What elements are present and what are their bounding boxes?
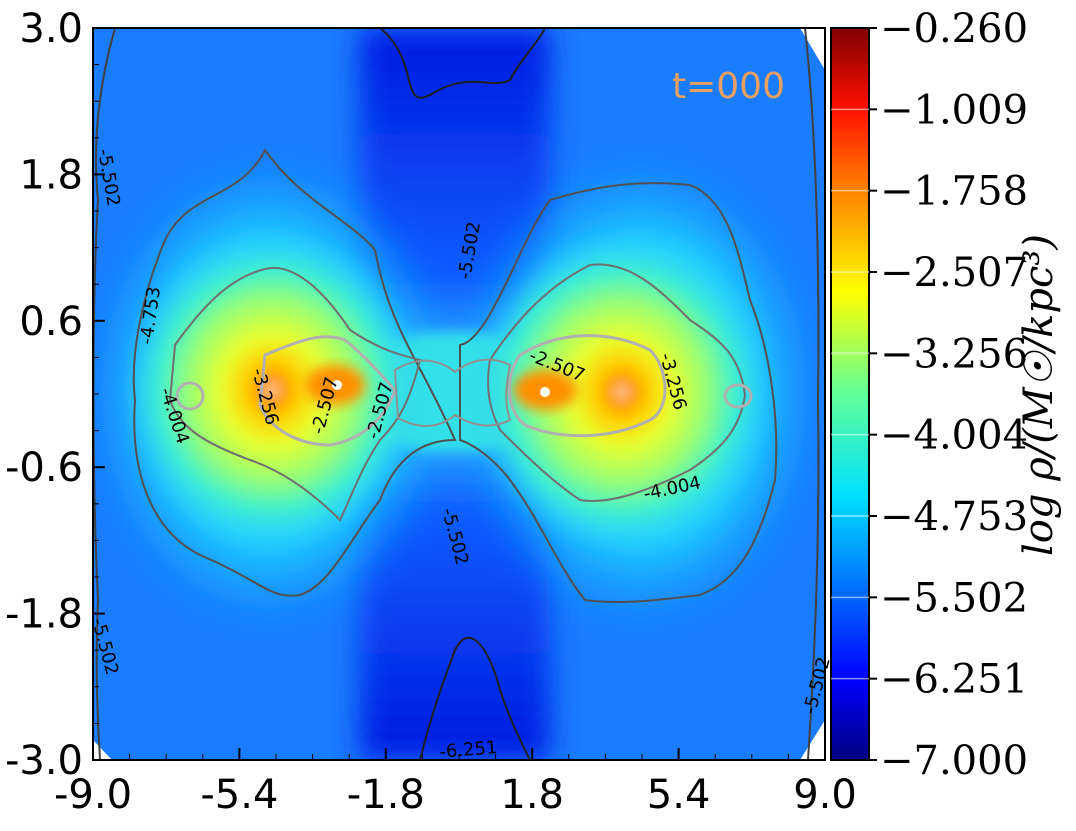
contour-4004-left [168,266,422,522]
y-tick-label: -0.6 [5,445,83,491]
heatmap-field [93,28,825,760]
colorbar-tick-label: −5.502 [880,575,1028,621]
colorbar-tick-label: −2.507 [880,250,1028,296]
colorbar-tick-label: −1.758 [880,169,1028,215]
y-tick-label: 1.8 [19,152,83,198]
y-tick-label: -3.0 [5,738,83,784]
colorbar-tick-label: −7.000 [880,738,1028,784]
contour-5502-top [379,28,546,99]
colorbar-tick-label: −4.753 [880,494,1028,540]
y-tick-label: -1.8 [5,592,83,638]
time-annotation: t=000 [672,66,785,107]
contour-4753-left [132,148,457,597]
colorbar-tick-label: −6.251 [880,657,1028,703]
y-tick-label: 0.6 [19,299,83,345]
x-tick-label: 9.0 [793,772,857,818]
y-axis: 3.0 1.8 0.6 -0.6 -1.8 -3.0 [5,6,105,784]
x-tick-label: -9.0 [54,772,132,818]
colorbar-tick-label: −1.009 [880,87,1028,133]
contour-4753-right [459,182,778,604]
x-tick-label: 5.4 [647,772,711,818]
contour-bridge [393,358,512,427]
y-tick-label: 3.0 [19,6,83,52]
colorbar-label: log ρ/(M☉/kpc³) [1016,234,1062,556]
x-tick-label: -5.4 [200,772,278,818]
contour-3256-right [507,334,667,438]
contour-ring-right [723,383,753,409]
x-tick-label: -1.8 [347,772,425,818]
colorbar-scale [830,27,870,761]
x-tick-label: 1.8 [500,772,564,818]
colorbar-tick-label: −4.004 [880,413,1028,459]
contour-5502-outer-right [804,28,820,760]
colorbar-tick-label: −0.260 [880,6,1028,52]
contour-5502-bottom [419,636,531,760]
colorbar-ticks: −0.260 −1.009 −1.758 −2.507 −3.256 −4.004 −4.7… [831,6,1028,784]
colorbar-tick-label: −3.256 [880,331,1028,377]
x-axis: -9.0 -5.4 -1.8 1.8 5.4 9.0 [54,748,857,818]
contour-label: -6.251 [439,737,499,763]
contour-4004-right [487,263,747,502]
colorbar: −0.260 −1.009 −1.758 −2.507 −3.256 −4.004 −4.7… [830,6,1062,784]
contour-ring-left [175,381,205,411]
contour-3256-left [258,335,397,447]
contour-lines [93,28,820,760]
